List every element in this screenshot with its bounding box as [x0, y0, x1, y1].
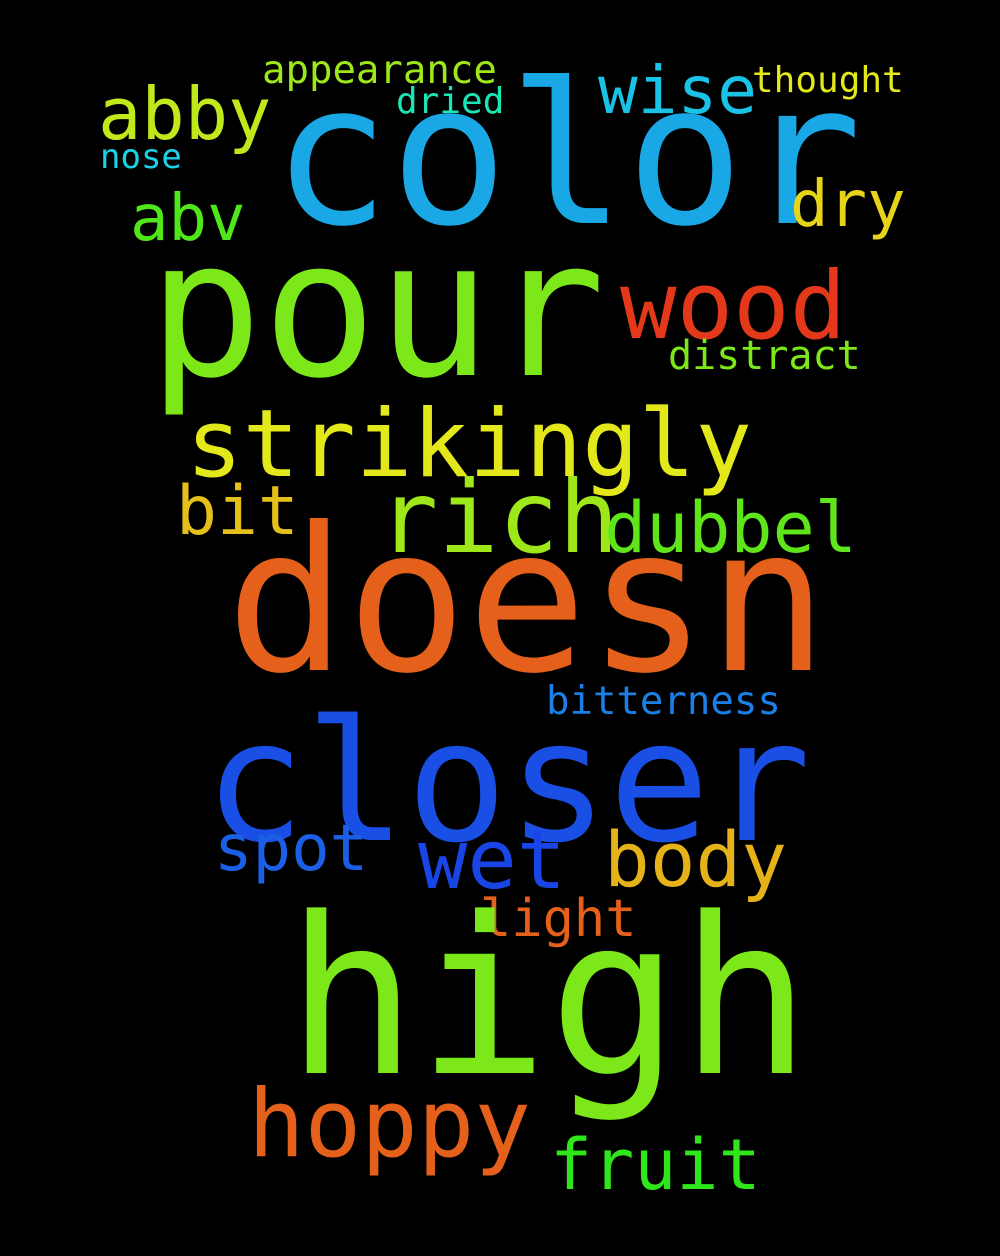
- word-dubbel: dubbel: [604, 487, 857, 569]
- word-strikingly: strikingly: [186, 390, 752, 499]
- word-fruit: fruit: [550, 1124, 761, 1206]
- word-high: high: [286, 872, 811, 1125]
- word-rich: rich: [378, 459, 619, 576]
- word-hoppy: hoppy: [248, 1070, 531, 1179]
- word-wet: wet: [418, 813, 567, 908]
- word-wood: wood: [620, 252, 847, 361]
- word-thought: thought: [752, 60, 904, 101]
- word-color: color: [272, 42, 863, 270]
- word-abv: abv: [130, 182, 246, 256]
- word-body: body: [604, 815, 788, 904]
- word-abby: abby: [98, 72, 272, 156]
- word-dry: dry: [790, 168, 906, 242]
- word-dried: dried: [396, 81, 505, 122]
- word-appearance: appearance: [262, 48, 497, 93]
- word-spot: spot: [214, 812, 369, 886]
- word-doesn: doesn: [226, 485, 829, 718]
- word-bit: bit: [176, 472, 299, 551]
- word-pour: pour: [148, 199, 606, 420]
- word-bitterness: bitterness: [546, 679, 781, 724]
- word-nose: nose: [100, 137, 182, 177]
- word-light: light: [480, 889, 637, 949]
- word-closer: closer: [204, 684, 811, 880]
- word-distract: distract: [668, 333, 861, 379]
- word-wise: wise: [598, 52, 757, 129]
